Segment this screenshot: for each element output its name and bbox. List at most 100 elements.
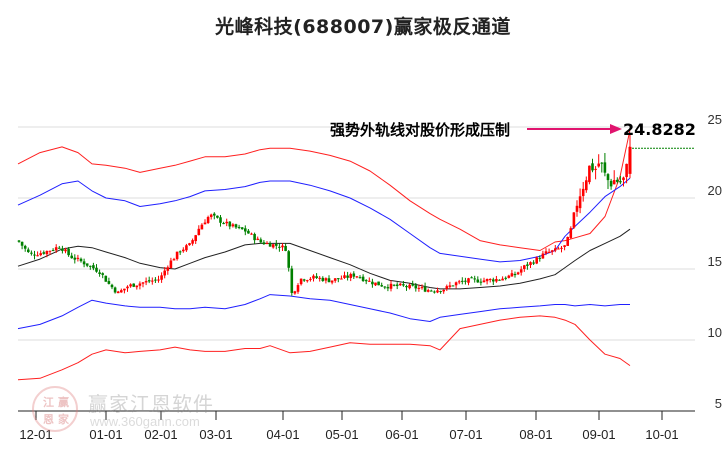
candle-body [302,279,306,281]
candle-body [85,263,89,266]
candle-body [380,285,383,287]
candle-body [324,278,328,281]
candle-body [399,283,402,286]
candle-body [519,269,523,273]
candle-body [442,289,445,292]
candle-body [575,205,579,212]
candle-body [275,243,278,246]
candle-body [330,280,334,283]
candle-body [426,290,430,292]
candle-body [70,255,73,259]
candle-body [600,162,604,164]
candle-body [532,262,535,264]
candle-body [306,280,309,282]
candle-body [284,245,287,251]
candle-body [423,286,427,292]
candle-body [206,217,210,224]
candle-body [585,180,588,191]
x-tick-label: 07-01 [449,427,482,442]
candle-body [591,163,594,171]
candle-body [516,272,520,275]
candle-body [33,254,36,256]
grid-lines [18,126,695,341]
candle-body [216,215,219,218]
candle-body [433,291,436,293]
candle-body [377,281,380,286]
candlesticks [17,132,632,296]
candle-body [529,262,532,266]
candle-body [296,285,300,292]
middle-line-line [17,228,631,290]
candle-body [213,213,216,216]
candle-body [200,224,204,230]
candle-body [141,282,145,284]
candle-body [104,275,108,282]
candle-body [464,280,467,282]
candle-body [578,196,582,209]
candle-body [554,248,557,251]
candle-body [461,280,464,282]
candle-body [321,277,325,281]
candle-body [244,228,247,232]
candle-body [349,274,352,278]
candle-body [82,261,86,265]
candle-body [535,257,538,264]
candle-body [39,253,42,256]
candle-body [123,288,126,291]
y-tick-label: 15 [708,254,722,269]
candle-body [358,277,362,279]
candle-body [101,273,104,275]
candle-body [147,280,151,282]
candle-body [309,278,312,280]
candle-body [445,286,449,289]
candle-body [154,279,157,281]
candle-body [203,222,207,225]
candle-body [420,287,424,289]
candle-body [219,217,222,223]
candle-body [560,247,563,249]
candle-body [287,251,290,268]
candle-body [209,214,213,218]
candle-body [594,168,597,170]
candle-body [253,233,256,241]
candle-body [151,280,154,282]
annotation: 强势外轨线对股价形成压制 24.8282 [330,120,696,139]
channel-lines [17,129,695,381]
candle-body [271,244,275,248]
candle-body [312,275,315,279]
candle-body [457,281,461,283]
y-axis-labels: 25 20 15 10 5 [708,112,722,411]
candle-body [138,283,142,286]
candle-body [327,278,331,283]
candle-body [64,249,67,252]
y-tick-label: 10 [708,325,722,340]
candle-body [45,251,49,255]
candle-body [265,243,269,245]
candle-body [129,284,132,287]
candle-body [247,230,250,234]
candle-body [597,163,600,167]
candle-body [436,290,439,293]
candle-body [191,240,194,244]
candle-body [89,265,92,267]
candle-body [616,179,619,182]
candle-body [622,177,625,181]
candle-body [113,287,117,293]
candle-body [120,290,123,293]
candle-body [293,291,297,294]
candle-body [374,282,377,286]
candle-body [364,280,368,282]
x-tick-label: 02-01 [144,427,177,442]
candle-body [572,212,576,228]
candle-body [231,224,235,227]
x-tick-label: 03-01 [199,427,232,442]
x-tick-label: 08-01 [519,427,552,442]
y-tick-label: 25 [708,112,722,127]
x-tick-label: 12-01 [19,427,52,442]
candle-body [337,278,340,280]
candle-body [371,281,374,285]
candle-body [54,247,58,251]
candle-body [73,257,77,260]
candle-body [612,180,616,185]
